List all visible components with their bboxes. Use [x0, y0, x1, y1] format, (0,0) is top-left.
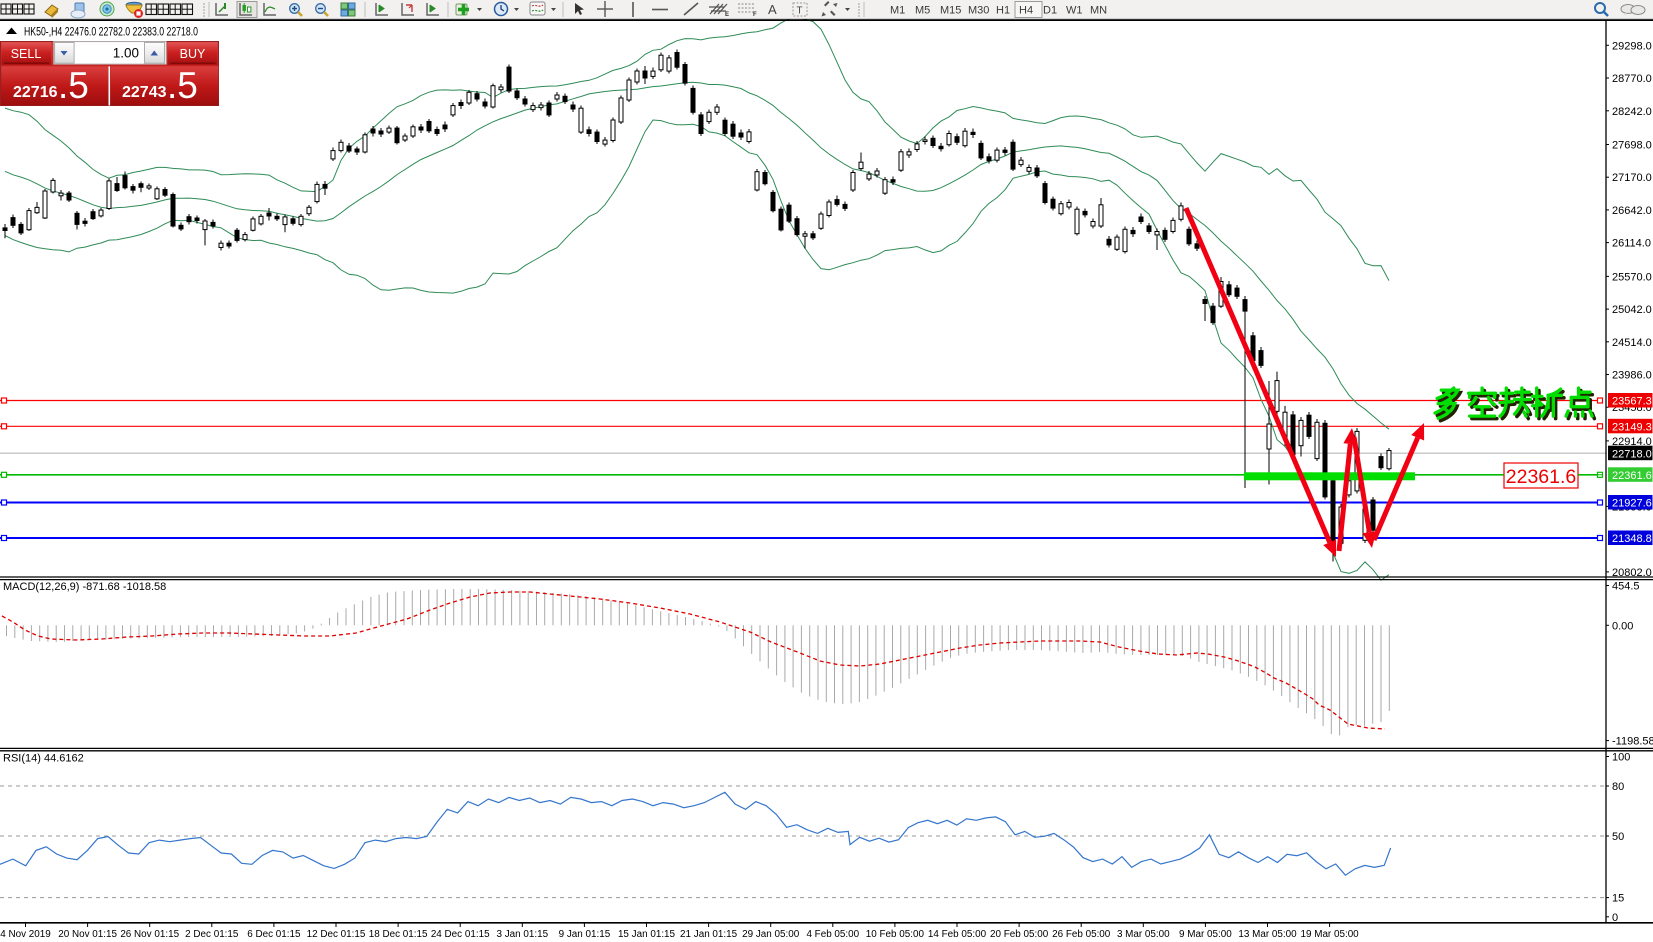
svg-text:RSI(14) 44.6162: RSI(14) 44.6162	[3, 753, 84, 765]
svg-text:10 Feb 05:00: 10 Feb 05:00	[866, 929, 925, 940]
svg-text:2 Dec 01:15: 2 Dec 01:15	[185, 929, 239, 940]
svg-text:M1: M1	[890, 5, 905, 17]
svg-text:4 Feb 05:00: 4 Feb 05:00	[806, 929, 859, 940]
svg-text:9 Mar 05:00: 9 Mar 05:00	[1179, 929, 1232, 940]
svg-text:0: 0	[1612, 912, 1618, 924]
svg-text:26114.0: 26114.0	[1612, 238, 1651, 250]
svg-text:22718.0: 22718.0	[1612, 448, 1652, 460]
svg-text:21927.6: 21927.6	[1612, 498, 1652, 510]
svg-text:A: A	[768, 2, 777, 17]
svg-text:26 Feb 05:00: 26 Feb 05:00	[1052, 929, 1111, 940]
svg-text:12 Dec 01:15: 12 Dec 01:15	[307, 929, 366, 940]
svg-text:13 Mar 05:00: 13 Mar 05:00	[1238, 929, 1297, 940]
svg-text:21348.8: 21348.8	[1612, 533, 1652, 545]
svg-text:15 Jan 01:15: 15 Jan 01:15	[618, 929, 676, 940]
svg-text:H1: H1	[996, 5, 1010, 17]
svg-text:.5: .5	[167, 65, 198, 106]
svg-text:F: F	[753, 12, 757, 18]
svg-text:M5: M5	[915, 5, 930, 17]
svg-text:4 Nov 2019: 4 Nov 2019	[0, 929, 51, 940]
svg-text:28242.0: 28242.0	[1612, 106, 1652, 118]
svg-text:22361.6: 22361.6	[1612, 470, 1652, 482]
svg-text:28770.0: 28770.0	[1612, 73, 1652, 85]
svg-text:100: 100	[1612, 752, 1630, 764]
svg-text:454.5: 454.5	[1612, 581, 1640, 593]
svg-text:3 Mar 05:00: 3 Mar 05:00	[1117, 929, 1170, 940]
svg-text:80: 80	[1612, 781, 1624, 793]
svg-text:SELL: SELL	[11, 47, 42, 61]
svg-text:25570.0: 25570.0	[1612, 271, 1652, 283]
svg-text:50: 50	[1612, 831, 1624, 843]
svg-text:22743: 22743	[122, 84, 167, 101]
svg-text:T: T	[797, 6, 803, 17]
svg-text:22914.0: 22914.0	[1612, 436, 1652, 448]
svg-text:21 Jan 01:15: 21 Jan 01:15	[680, 929, 738, 940]
svg-text:18 Dec 01:15: 18 Dec 01:15	[369, 929, 428, 940]
svg-text:29298.0: 29298.0	[1612, 40, 1652, 52]
svg-text:22716: 22716	[13, 84, 58, 101]
svg-text:.5: .5	[58, 65, 89, 106]
svg-text:24 Dec 01:15: 24 Dec 01:15	[431, 929, 490, 940]
svg-text:27170.0: 27170.0	[1612, 172, 1652, 184]
svg-text:15: 15	[1612, 893, 1624, 905]
svg-text:MACD(12,26,9) -871.68 -1018.58: MACD(12,26,9) -871.68 -1018.58	[3, 581, 166, 593]
svg-text:23149.3: 23149.3	[1612, 422, 1652, 434]
svg-text:-1198.58: -1198.58	[1612, 736, 1653, 748]
svg-text:E: E	[725, 12, 729, 18]
svg-text:29 Jan 05:00: 29 Jan 05:00	[742, 929, 800, 940]
svg-text:26 Nov 01:15: 26 Nov 01:15	[120, 929, 179, 940]
svg-text:20 Feb 05:00: 20 Feb 05:00	[990, 929, 1049, 940]
svg-text:22361.6: 22361.6	[1506, 466, 1577, 488]
svg-text:M30: M30	[968, 5, 989, 17]
svg-text:23986.0: 23986.0	[1612, 370, 1652, 382]
svg-text:6 Dec 01:15: 6 Dec 01:15	[247, 929, 301, 940]
svg-text:0.00: 0.00	[1612, 620, 1633, 632]
svg-text:D1: D1	[1043, 5, 1057, 17]
svg-text:24514.0: 24514.0	[1612, 337, 1652, 349]
svg-text:M15: M15	[940, 5, 961, 17]
svg-text:27698.0: 27698.0	[1612, 140, 1652, 152]
svg-text:1.00: 1.00	[113, 46, 139, 61]
svg-text:25042.0: 25042.0	[1612, 304, 1652, 316]
svg-text:20 Nov 01:15: 20 Nov 01:15	[58, 929, 117, 940]
svg-text:BUY: BUY	[180, 47, 206, 61]
svg-text:W1: W1	[1066, 5, 1083, 17]
svg-text:26642.0: 26642.0	[1612, 205, 1652, 217]
svg-text:20802.0: 20802.0	[1612, 567, 1652, 579]
svg-text:14 Feb 05:00: 14 Feb 05:00	[928, 929, 987, 940]
svg-text:HK50-,H4 22476.0 22782.0 2238: HK50-,H4 22476.0 22782.0 22383.0 22718.0	[24, 25, 198, 39]
svg-text:3 Jan 01:15: 3 Jan 01:15	[496, 929, 548, 940]
svg-text:9 Jan 01:15: 9 Jan 01:15	[559, 929, 611, 940]
svg-text:H4: H4	[1019, 5, 1033, 17]
svg-text:23567.3: 23567.3	[1612, 396, 1652, 408]
svg-text:19 Mar 05:00: 19 Mar 05:00	[1300, 929, 1359, 940]
svg-text:MN: MN	[1090, 5, 1107, 17]
